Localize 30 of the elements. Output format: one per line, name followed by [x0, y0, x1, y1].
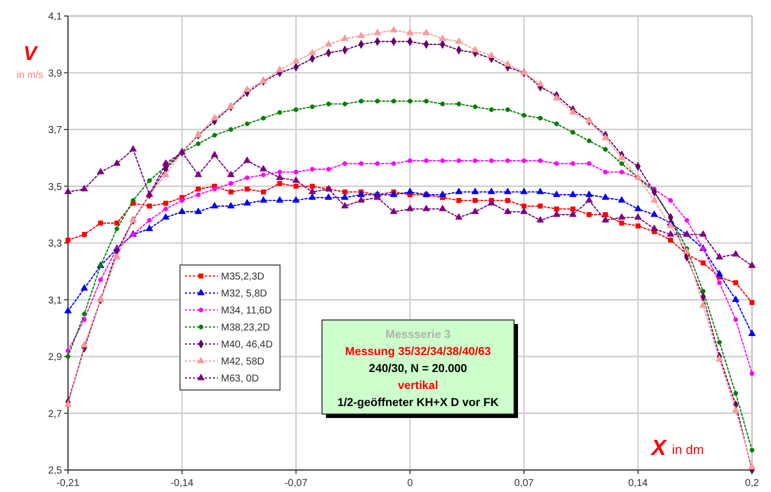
- legend-label: M40, 46,4D: [221, 340, 273, 350]
- legend-label: M35,2,3D: [221, 272, 264, 282]
- annotation: Messserie 3: [385, 329, 451, 341]
- annotation: 1/2-geöffneter KH+X D vor FK: [337, 397, 500, 409]
- annotation: 240/30, N = 20.000: [368, 363, 468, 375]
- y-axis-title: V in m/s: [16, 43, 44, 81]
- annotation: vertikal: [398, 380, 438, 392]
- annotation: Messung 35/32/34/38/40/63: [345, 346, 491, 358]
- x-tick-label: 0,07: [514, 478, 534, 489]
- y-tick-label: 3,5: [48, 182, 62, 193]
- y-tick-label: 3,7: [48, 125, 62, 136]
- y-tick-label: 3,3: [48, 238, 62, 250]
- legend-label: M38,23,2D: [221, 322, 270, 334]
- legend-label: M32, 5,8D: [221, 288, 268, 300]
- legend-label: M34, 11,6D: [221, 306, 272, 316]
- y-tick-label: 2,5: [48, 466, 62, 476]
- y-tick-label: 3,1: [48, 295, 62, 306]
- x-tick-label: -0,07: [284, 478, 308, 489]
- y-tick-label: 2,7: [48, 408, 62, 420]
- legend-label: M63, 0D: [221, 374, 259, 384]
- x-tick-label: 0,2: [745, 478, 760, 489]
- legend-label: M42, 58D: [221, 356, 264, 368]
- x-tick-label: -0,21: [56, 478, 80, 489]
- y-tick-label: 4,1: [48, 12, 62, 22]
- x-tick-label: -0,14: [170, 478, 194, 489]
- x-axis-title: X in dm: [649, 435, 704, 460]
- x-tick-label: 0: [407, 478, 414, 489]
- y-tick-label: 2,9: [48, 352, 62, 363]
- y-tick-label: 3,9: [48, 68, 62, 80]
- x-tick-label: 0,14: [628, 478, 648, 489]
